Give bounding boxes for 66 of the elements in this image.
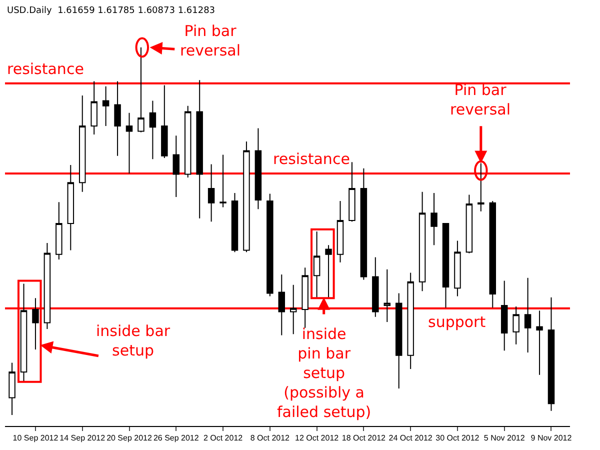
candlestick [372, 256, 379, 318]
x-tick-label: 30 Oct 2012 [436, 434, 480, 443]
annotation: inside bar setup [96, 322, 171, 360]
x-tick-label: 24 Oct 2012 [388, 434, 433, 443]
candlestick [126, 112, 133, 174]
candlestick [384, 268, 391, 322]
x-tick-label: 14 Sep 2012 [60, 434, 106, 443]
candlestick [138, 46, 144, 133]
candlestick [325, 244, 332, 298]
candlestick [512, 306, 520, 345]
x-tick-label: 18 Oct 2012 [342, 434, 386, 443]
candlestick [395, 292, 402, 390]
x-tick-label: 12 Oct 2012 [295, 434, 340, 443]
candlestick [454, 240, 461, 297]
candlestick [149, 100, 156, 160]
candlestick [78, 95, 86, 192]
candlestick [196, 80, 203, 219]
candlestick [466, 194, 473, 254]
annotation: Pin bar reversal [450, 81, 511, 118]
text: USD.Daily 1.61659 1.61785 1.60873 1.61283 [7, 6, 216, 16]
x-tick-label: 10 Sep 2012 [12, 434, 59, 443]
candlestick [278, 274, 286, 336]
candlestick [20, 283, 28, 382]
candlestick [208, 164, 215, 222]
candlestick [524, 277, 532, 353]
candlestick [220, 154, 226, 208]
ref-line-label: support [428, 313, 486, 331]
candlestick [442, 222, 450, 308]
x-tick-label: 26 Sep 2012 [153, 434, 200, 443]
candlestick [44, 242, 51, 330]
ref-line-label: resistance [273, 150, 350, 168]
candlestick [500, 280, 508, 352]
candlestick [430, 192, 438, 246]
candlestick [290, 284, 297, 335]
x-tick-label: 20 Sep 2012 [106, 434, 152, 443]
candlestick [336, 200, 344, 263]
candlestick [536, 310, 543, 376]
candlestick [8, 362, 16, 416]
candlestick [489, 200, 496, 308]
candlestick [418, 191, 426, 292]
candlestick [548, 296, 555, 412]
candlestick [172, 135, 180, 198]
x-tick-label: 5 Nov 2012 [484, 434, 526, 443]
candlestick [102, 86, 110, 127]
candlestick [360, 168, 368, 280]
candlestick [254, 128, 262, 210]
candlestick [348, 162, 356, 222]
annotation: inside pin bar setup (possibly a failed setup) [277, 325, 372, 421]
candlestick [56, 202, 62, 260]
candlestick [161, 84, 168, 159]
candlestick [231, 192, 238, 253]
candlestick [302, 267, 308, 328]
candlestick [67, 164, 74, 251]
candlestick [266, 193, 274, 297]
candlestick [114, 80, 121, 156]
ref-line-label: resistance [7, 60, 84, 78]
candlestick [32, 298, 39, 350]
x-tick-label: 9 Nov 2012 [530, 434, 572, 443]
candlestick [184, 105, 192, 178]
annotation: Pin bar reversal [180, 22, 241, 60]
x-tick-label: 2 Oct 2012 [203, 434, 244, 443]
x-tick-label: 8 Oct 2012 [250, 434, 290, 443]
candlestick [90, 80, 98, 136]
candlestick [243, 141, 250, 253]
candlestick [407, 272, 414, 370]
candlestick [313, 231, 320, 298]
